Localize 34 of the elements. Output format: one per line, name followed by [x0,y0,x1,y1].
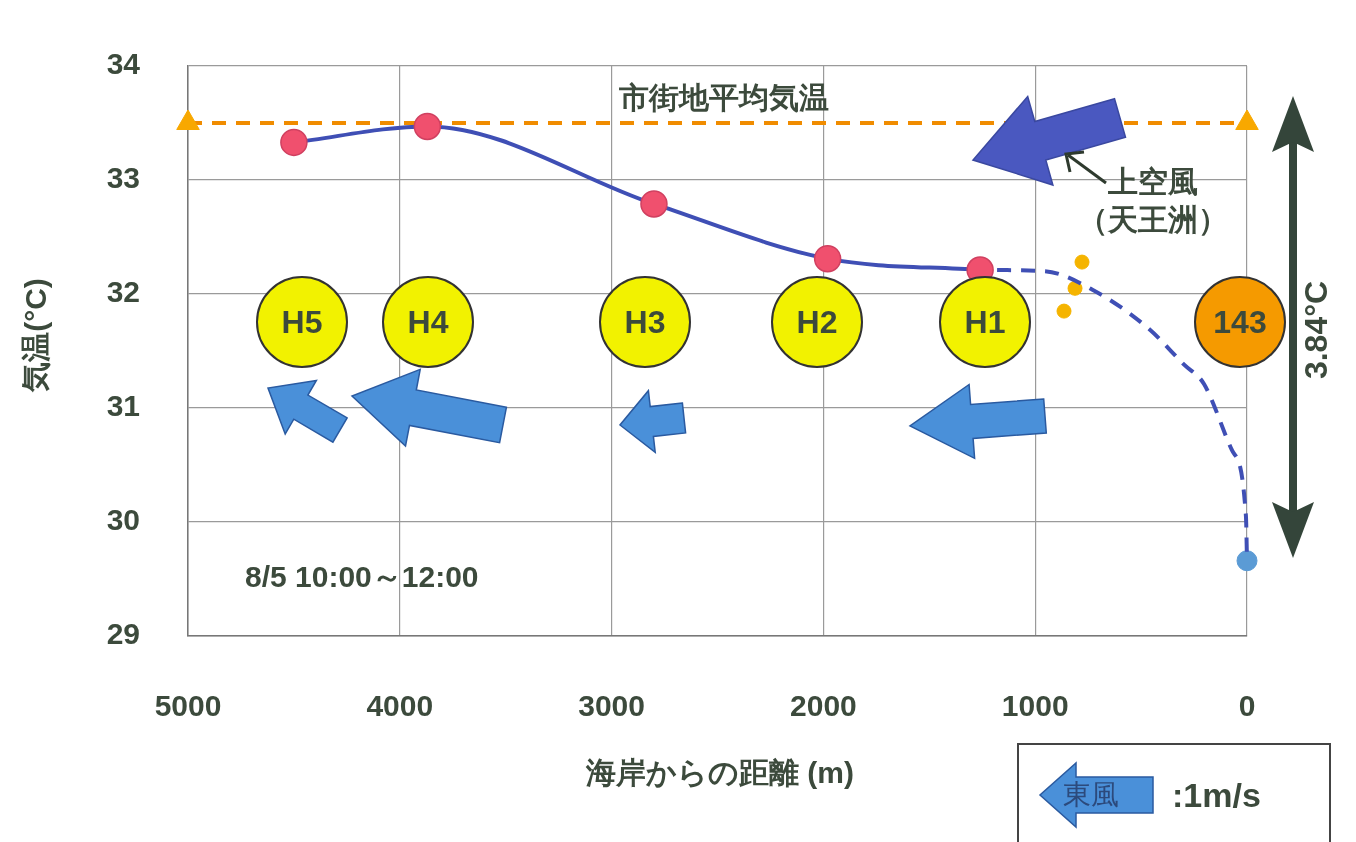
y-tick-label: 32 [106,275,140,309]
annotation: （天王洲） [1078,203,1228,236]
y-tick-label: 31 [106,389,140,423]
point [640,190,668,218]
y-axis-title: 気温(°C) [19,278,53,393]
x-tick-label: 4000 [366,689,434,723]
annotation: 143 [1194,276,1286,368]
x-tick-label: 1000 [1001,689,1069,723]
point [813,244,842,273]
y-tick-label: 29 [106,617,140,651]
x-tick-label: 5000 [154,689,222,723]
point [1074,254,1090,270]
y-tick-label: 33 [106,161,140,195]
text: 東風 [1063,779,1119,810]
x-axis-title: 海岸からの距離 (m) [585,756,854,790]
point [413,112,442,141]
text: 3.84°C [1298,280,1334,380]
point [1056,303,1072,319]
y-tick-label: 30 [106,503,140,537]
annotation: 上空風 [1108,165,1198,198]
x-tick-label: 2000 [790,689,857,723]
ref-line-label: 市街地平均気温 [617,81,829,115]
x-tick-label: 3000 [578,689,645,723]
text: :1m/s [1172,776,1261,814]
point [280,128,308,157]
annotation: 8/5 10:00～12:00 [245,560,479,593]
annotation: H1 [939,276,1031,368]
annotation: H5 [256,276,348,368]
y-tick-label: 34 [106,47,141,81]
point [1236,550,1258,572]
annotation: H4 [382,276,474,368]
annotation: H2 [771,276,863,368]
annotation: H3 [599,276,691,368]
x-tick-label: 0 [1238,689,1256,723]
